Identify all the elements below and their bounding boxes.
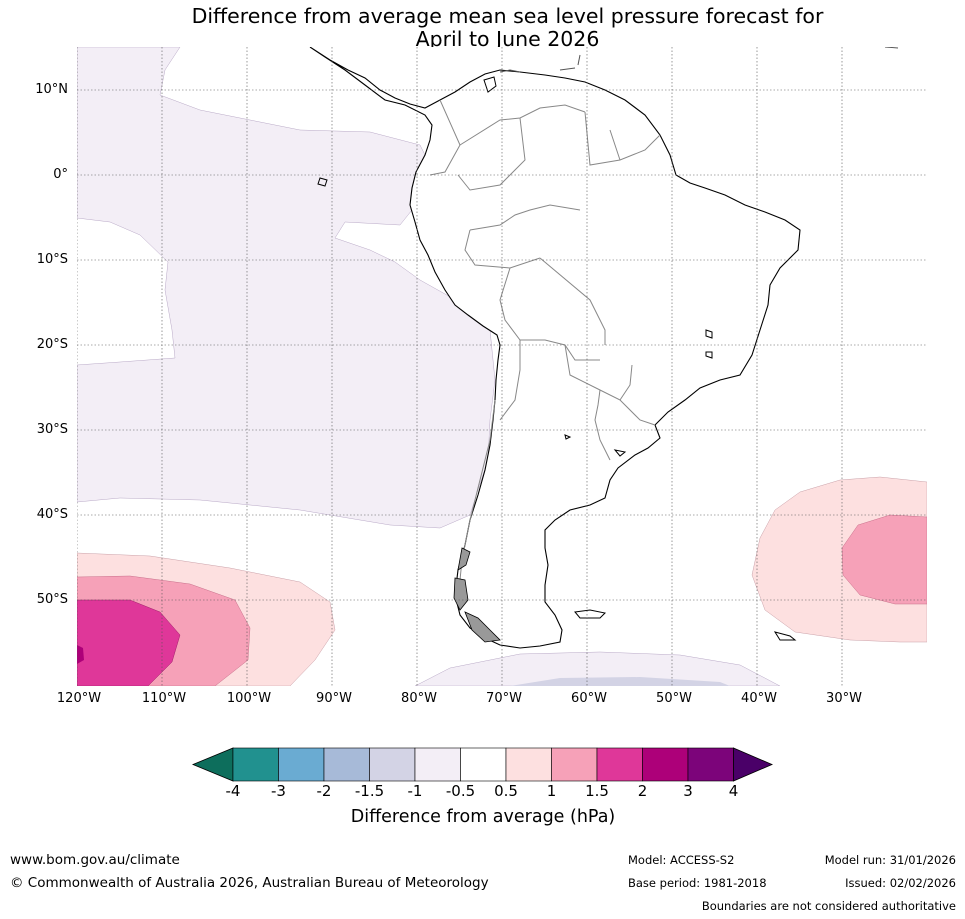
colorbar-tick-label: -3 (271, 782, 286, 800)
caribbean-islands (499, 47, 899, 73)
footer-base-period: Base period: 1981-2018 (628, 876, 767, 890)
anomaly-pacific-2 (77, 645, 84, 664)
colorbar-extend-min (191, 747, 234, 782)
anomaly-atlantic-1 (841, 514, 927, 605)
footer-model-run: Model run: 31/01/2026 (824, 853, 956, 867)
lon-label-110w: 110°W (141, 691, 187, 706)
lakes-islands (317, 76, 797, 641)
colorbar-extend-max (733, 747, 774, 782)
anomaly-southern-1 (510, 677, 730, 686)
footer-model: Model: ACCESS-S2 (628, 853, 735, 867)
colorbar-tick-label: -0.5 (445, 782, 476, 800)
lon-label-60w: 60°W (571, 691, 607, 706)
footer-disclaimer: Boundaries are not considered authoritat… (701, 899, 956, 913)
lon-label-70w: 70°W (486, 691, 522, 706)
lat-label-10s: 10°S (36, 252, 68, 267)
lon-label-120w: 120°W (56, 691, 102, 706)
anomaly-pacific-1.5 (77, 599, 181, 686)
colorbar-tick-label: 1 (546, 782, 557, 800)
colorbar-swatch (369, 747, 416, 782)
colorbar (191, 747, 774, 782)
anomaly-southern-light (414, 651, 781, 686)
colorbar-tick-label: 4 (728, 782, 739, 800)
colorbar-swatch (232, 747, 279, 782)
colorbar-swatch (278, 747, 325, 782)
chart-title: Difference from average mean sea level p… (60, 5, 955, 51)
colorbar-swatch (551, 747, 598, 782)
chile-archipelago (453, 547, 501, 643)
colorbar-swatch (460, 747, 507, 782)
colorbar-tick-label: -2 (316, 782, 332, 800)
title-line-1: Difference from average mean sea level p… (191, 4, 824, 28)
colorbar-tick-label: -4 (225, 782, 241, 800)
colorbar-swatch (414, 747, 461, 782)
lon-label-100w: 100°W (226, 691, 272, 706)
title-line-2: April to June 2026 (415, 27, 600, 51)
lon-label-40w: 40°W (741, 691, 777, 706)
colorbar-tick-label: -1 (407, 782, 423, 800)
lat-label-10n: 10°N (35, 82, 68, 97)
lon-label-50w: 50°W (656, 691, 692, 706)
lat-label-20s: 20°S (36, 337, 68, 352)
colorbar-swatch (596, 747, 643, 782)
anomaly-pacific-light (77, 47, 496, 529)
colorbar-tick-label: 0.5 (494, 782, 518, 800)
colorbar-swatch (687, 747, 734, 782)
lat-label-40s: 40°S (36, 507, 68, 522)
footer-copyright: © Commonwealth of Australia 2026, Austra… (10, 875, 489, 891)
lon-label-90w: 90°W (316, 691, 352, 706)
colorbar-swatch (505, 747, 552, 782)
south-america-coastline (309, 47, 801, 649)
footer-issued: Issued: 02/02/2026 (845, 876, 956, 890)
colorbar-swatch (642, 747, 689, 782)
colorbar-tick-label: 2 (637, 782, 648, 800)
colorbar-tick-label: 1.5 (585, 782, 609, 800)
lon-label-30w: 30°W (826, 691, 862, 706)
colorbar-tick-label: -1.5 (354, 782, 385, 800)
footer-url: www.bom.gov.au/climate (10, 852, 180, 868)
colorbar-swatch (323, 747, 370, 782)
colorbar-tick-label: 3 (683, 782, 693, 800)
graticule (77, 47, 927, 686)
lat-label-0: 0° (53, 167, 68, 182)
map-plot-area (77, 47, 927, 686)
lat-label-50s: 50°S (36, 592, 68, 607)
colorbar-label: Difference from average (hPa) (350, 807, 616, 827)
lat-label-30s: 30°S (36, 422, 68, 437)
lon-label-80w: 80°W (401, 691, 437, 706)
map (77, 47, 927, 686)
